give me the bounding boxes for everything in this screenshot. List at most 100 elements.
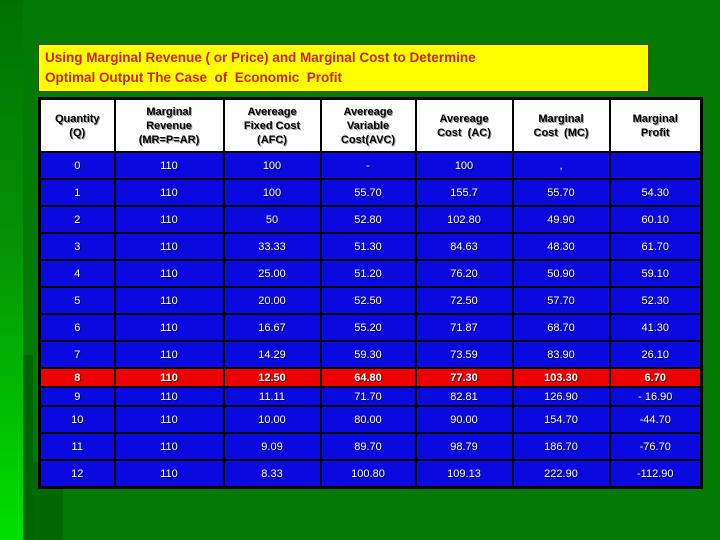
table-cell: 82.81	[414, 386, 514, 407]
table-cell: 6	[38, 313, 116, 342]
table-row-0: 0 110 100-100,	[38, 151, 703, 180]
table-cell: 60.10	[608, 205, 703, 234]
table-cell: 50.90	[511, 259, 611, 288]
table-row-9: 9 110 11.11 71.70 82.81 126.90- 16.90	[38, 386, 703, 407]
column-header-marginal-cost: Marginal Cost (MC)	[511, 97, 611, 153]
table-cell: 154.70	[511, 405, 611, 434]
table-cell: 100	[222, 151, 322, 180]
table-cell: 109.13	[414, 459, 514, 489]
table-cell: 126.90	[511, 386, 611, 407]
table-cell: 52.30	[608, 286, 703, 315]
table-cell: 55.70	[511, 178, 611, 207]
table-cell: 100.80	[319, 459, 417, 489]
table-cell: 100	[414, 151, 514, 180]
table-cell: 110	[113, 459, 225, 489]
table-cell: 59.10	[608, 259, 703, 288]
table-cell: 80.00	[319, 405, 417, 434]
table-cell: 16.67	[222, 313, 322, 342]
table-cell: 25.00	[222, 259, 322, 288]
background-shadow-band	[23, 355, 33, 540]
table-cell: 68.70	[511, 313, 611, 342]
table-cell: 41.30	[608, 313, 703, 342]
table-cell: 0	[38, 151, 116, 180]
table-cell: -112.90	[608, 459, 703, 489]
table-cell: 20.00	[222, 286, 322, 315]
table-cell: - 16.90	[608, 386, 703, 407]
table-cell: 50	[222, 205, 322, 234]
table-cell: 110	[113, 151, 225, 180]
slide-title-line1: Using Marginal Revenue ( or Price) and M…	[45, 50, 476, 65]
table-cell: 71.87	[414, 313, 514, 342]
background-gradient-strip	[0, 0, 23, 540]
table-row-5: 5 110 20.00 52.50 72.50 57.70 52.30	[38, 286, 703, 315]
column-header-quantity: Quantity (Q)	[38, 97, 116, 153]
table-row-2: 2 110 50 52.80 102.80 49.90 60.10	[38, 205, 703, 234]
table-row-11: 11 110 9.09 89.70 98.79 186.70 -76.70	[38, 432, 703, 461]
table-cell: 11.11	[222, 386, 322, 407]
table-cell: 110	[113, 259, 225, 288]
table-cell: 55.70	[319, 178, 417, 207]
table-cell: 12	[38, 459, 116, 489]
table-cell: -	[319, 151, 417, 180]
table-cell: 52.50	[319, 286, 417, 315]
table-cell: 57.70	[511, 286, 611, 315]
table-cell: 49.90	[511, 205, 611, 234]
table-cell: 155.7	[414, 178, 514, 207]
table-row-6: 6 110 16.67 55.20 71.87 68.70 41.30	[38, 313, 703, 342]
table-cell: 90.00	[414, 405, 514, 434]
table-cell: 222.90	[511, 459, 611, 489]
table-row-10: 10 110 10.00 80.00 90.00 154.70 -44.70	[38, 405, 703, 434]
table-cell: 110	[113, 386, 225, 407]
table-cell: ,	[511, 151, 611, 180]
table-cell: 61.70	[608, 232, 703, 261]
table-cell: 72.50	[414, 286, 514, 315]
column-header-marginal-profit: Marginal Profit	[608, 97, 703, 153]
table-cell: 55.20	[319, 313, 417, 342]
economics-table: Quantity (Q) Marginal Revenue (MR=P=AR) …	[38, 97, 703, 489]
table-cell: 59.30	[319, 340, 417, 369]
table-cell: 110	[113, 286, 225, 315]
table-row-1: 1 110 100 55.70 155.7 55.70 54.30	[38, 178, 703, 207]
table-cell: 54.30	[608, 178, 703, 207]
table-cell: 73.59	[414, 340, 514, 369]
table-cell: 11	[38, 432, 116, 461]
table-row-3: 3 110 33.33 51.30 84.63 48.30 61.70	[38, 232, 703, 261]
table-cell: 51.30	[319, 232, 417, 261]
table-cell: 4	[38, 259, 116, 288]
table-cell: 14.29	[222, 340, 322, 369]
table-cell: 10	[38, 405, 116, 434]
table-cell: 10.00	[222, 405, 322, 434]
table-cell: 1	[38, 178, 116, 207]
table-row-8-highlighted: 8 110 12.50 64.80 77.30 103.30 6.70	[38, 367, 703, 388]
table-cell: 9.09	[222, 432, 322, 461]
table-cell: 84.63	[414, 232, 514, 261]
column-header-average-variable-cost: Avereage Variable Cost(AVC)	[319, 97, 417, 153]
table-cell: 89.70	[319, 432, 417, 461]
table-cell: 77.30	[414, 367, 514, 388]
table-cell: -76.70	[608, 432, 703, 461]
slide-title-box: Using Marginal Revenue ( or Price) and M…	[38, 44, 649, 92]
table-cell: 64.80	[319, 367, 417, 388]
table-cell: 186.70	[511, 432, 611, 461]
table-cell: 110	[113, 205, 225, 234]
table-cell: 26.10	[608, 340, 703, 369]
table-cell: 103.30	[511, 367, 611, 388]
table-cell: 110	[113, 313, 225, 342]
table-cell: 8	[38, 367, 116, 388]
table-cell: 83.90	[511, 340, 611, 369]
table-cell: 51.20	[319, 259, 417, 288]
table-cell: 98.79	[414, 432, 514, 461]
table-cell: 6.70	[608, 367, 703, 388]
table-cell: 33.33	[222, 232, 322, 261]
slide-title-line2: Optimal Output The Case of Economic Prof…	[45, 70, 343, 85]
table-cell: 52.80	[319, 205, 417, 234]
table-cell: 7	[38, 340, 116, 369]
table-cell: 100	[222, 178, 322, 207]
table-row-12: 12 110 8.33 100.80 109.13 222.90 -112.90	[38, 459, 703, 489]
table-cell: 110	[113, 367, 225, 388]
table-cell: 9	[38, 386, 116, 407]
column-header-average-cost: Avereage Cost (AC)	[414, 97, 514, 153]
table-cell: -44.70	[608, 405, 703, 434]
table-cell: 110	[113, 432, 225, 461]
table-cell: 12.50	[222, 367, 322, 388]
